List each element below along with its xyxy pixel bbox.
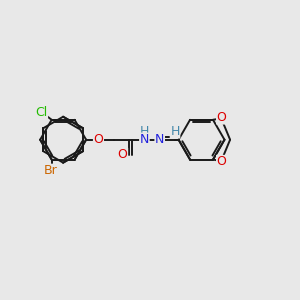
Text: O: O xyxy=(94,133,103,146)
Text: O: O xyxy=(217,155,226,168)
Text: Cl: Cl xyxy=(35,106,47,119)
Text: O: O xyxy=(217,111,226,124)
Text: O: O xyxy=(118,148,128,161)
Text: N: N xyxy=(140,133,149,146)
Text: Br: Br xyxy=(43,164,57,177)
Text: N: N xyxy=(155,133,164,146)
Text: H: H xyxy=(170,125,180,138)
Text: H: H xyxy=(140,125,149,138)
